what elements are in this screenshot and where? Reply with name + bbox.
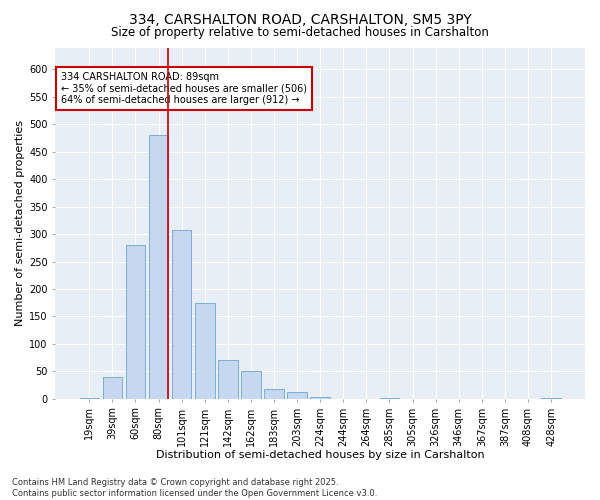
- Text: 334, CARSHALTON ROAD, CARSHALTON, SM5 3PY: 334, CARSHALTON ROAD, CARSHALTON, SM5 3P…: [128, 12, 472, 26]
- Bar: [380, 398, 399, 399]
- Bar: [80, 398, 99, 399]
- Bar: [195, 303, 215, 399]
- Text: Contains HM Land Registry data © Crown copyright and database right 2025.
Contai: Contains HM Land Registry data © Crown c…: [12, 478, 377, 498]
- Bar: [264, 389, 284, 399]
- Y-axis label: Number of semi-detached properties: Number of semi-detached properties: [15, 120, 25, 326]
- Bar: [218, 360, 238, 399]
- Bar: [310, 397, 330, 399]
- Bar: [149, 136, 169, 399]
- Bar: [125, 245, 145, 399]
- Bar: [541, 398, 561, 399]
- Bar: [172, 230, 191, 399]
- Bar: [103, 377, 122, 399]
- Bar: [241, 372, 261, 399]
- Text: 334 CARSHALTON ROAD: 89sqm
← 35% of semi-detached houses are smaller (506)
64% o: 334 CARSHALTON ROAD: 89sqm ← 35% of semi…: [61, 72, 307, 106]
- Bar: [287, 392, 307, 399]
- Text: Size of property relative to semi-detached houses in Carshalton: Size of property relative to semi-detach…: [111, 26, 489, 39]
- X-axis label: Distribution of semi-detached houses by size in Carshalton: Distribution of semi-detached houses by …: [156, 450, 485, 460]
